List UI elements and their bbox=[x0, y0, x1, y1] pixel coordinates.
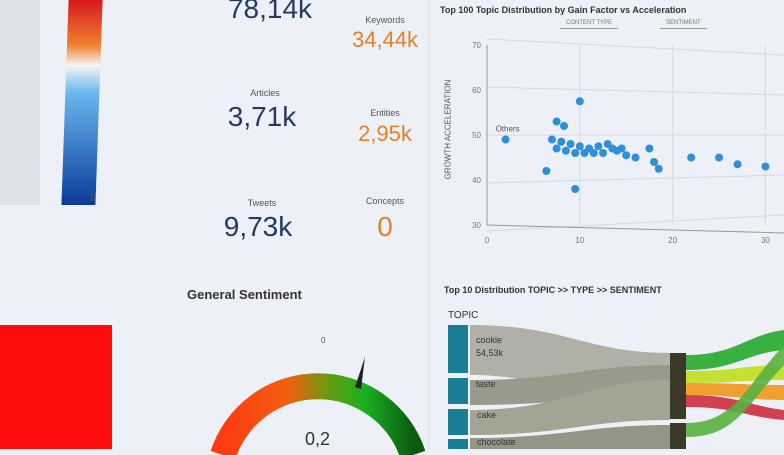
sankey-node-cookie bbox=[448, 325, 468, 373]
scatter-point[interactable] bbox=[654, 164, 663, 173]
kpi-concepts-value: 0 bbox=[377, 211, 393, 242]
sankey-column-label: TOPIC bbox=[448, 310, 479, 321]
scatter-point[interactable] bbox=[560, 122, 569, 130]
sankey-node-type bbox=[670, 353, 686, 419]
scatter-chart: 30 40 50 60 70 0 10 20 30 Others bbox=[472, 38, 784, 245]
scatter-point[interactable] bbox=[631, 153, 640, 162]
kpi-tweets-label: Tweets bbox=[247, 198, 277, 208]
scatter-point[interactable] bbox=[557, 137, 566, 146]
y-tick-label: 70 bbox=[472, 41, 481, 50]
y-tick-label: 40 bbox=[472, 176, 481, 185]
scatter-point[interactable] bbox=[547, 135, 556, 144]
kpi-concepts-label: Concepts bbox=[365, 196, 405, 206]
scatter-point[interactable] bbox=[571, 185, 580, 193]
scatter-point[interactable] bbox=[715, 153, 724, 162]
scatter-point[interactable] bbox=[733, 160, 742, 169]
scatter-panel-divider bbox=[428, 0, 430, 449]
scatter-point[interactable] bbox=[617, 144, 626, 153]
scatter-point[interactable] bbox=[589, 149, 598, 157]
kpi-keywords-label: Keywords bbox=[365, 15, 405, 25]
scatter-point[interactable] bbox=[645, 144, 654, 153]
sankey-node-type bbox=[670, 423, 686, 449]
x-axis bbox=[486, 224, 784, 234]
x-tick-label: 30 bbox=[761, 236, 770, 245]
kpi-entities-label: Entities bbox=[370, 108, 400, 118]
kpi-articles-value: 3,71k bbox=[227, 101, 297, 132]
sankey-node-taste bbox=[448, 378, 468, 404]
y-gridline bbox=[486, 214, 784, 232]
red-map-region bbox=[0, 325, 112, 449]
sankey-topic-chocolate: chocolate bbox=[477, 437, 516, 447]
scatter-point[interactable] bbox=[575, 97, 584, 106]
sankey-topic-cookie: cookie bbox=[476, 335, 503, 345]
tab-content-type[interactable]: CONTENT TYPE bbox=[560, 19, 619, 29]
kpi-keywords-value: 34,44k bbox=[351, 27, 419, 52]
kpi-tweets-value: 9,73k bbox=[223, 211, 293, 242]
scatter-point[interactable] bbox=[561, 146, 570, 155]
scatter-point[interactable] bbox=[594, 142, 603, 151]
scatter-point[interactable] bbox=[622, 151, 631, 160]
scatter-title: Top 100 Topic Distribution by Gain Facto… bbox=[440, 5, 687, 15]
y-gridline bbox=[486, 86, 784, 96]
scatter-point[interactable] bbox=[542, 167, 551, 175]
scatter-point[interactable] bbox=[687, 153, 696, 162]
y-tick-label: 60 bbox=[472, 86, 481, 95]
map-panel bbox=[0, 0, 40, 205]
sankey-link bbox=[470, 380, 670, 435]
sankey-chart bbox=[448, 325, 784, 449]
sankey-link bbox=[470, 425, 670, 449]
y-gridline bbox=[486, 38, 784, 56]
scatter-point[interactable] bbox=[599, 149, 608, 157]
kpi-top-value: 78,14k bbox=[227, 0, 313, 24]
sankey-title: Top 10 Distribution TOPIC >> TYPE >> SEN… bbox=[444, 285, 662, 295]
sentiment-title: General Sentiment bbox=[187, 287, 302, 302]
scatter-point[interactable] bbox=[650, 158, 659, 166]
kpi-articles-label: Articles bbox=[250, 88, 280, 98]
sankey-topic-taste: taste bbox=[476, 379, 496, 389]
scatter-point[interactable] bbox=[501, 135, 510, 144]
sankey-topic-cookie-value: 54,53k bbox=[476, 348, 504, 358]
y-tick-label: 50 bbox=[472, 131, 481, 140]
scatter-point[interactable] bbox=[761, 162, 770, 171]
x-tick-label: 10 bbox=[575, 236, 584, 245]
y-tick-label: 30 bbox=[472, 221, 481, 230]
scatter-point[interactable] bbox=[571, 149, 580, 157]
scatter-point[interactable] bbox=[575, 142, 584, 151]
sankey-node-chocolate bbox=[448, 439, 468, 449]
color-scale-legend bbox=[61, 0, 103, 205]
y-gridline bbox=[486, 174, 784, 184]
tab-sentiment[interactable]: SENTIMENT bbox=[660, 19, 707, 29]
scatter-point[interactable] bbox=[566, 140, 575, 148]
scatter-point[interactable] bbox=[552, 117, 561, 126]
x-tick-label: 0 bbox=[485, 236, 490, 245]
sankey-node-cake bbox=[448, 409, 468, 435]
x-tick-label: 20 bbox=[668, 236, 677, 245]
sentiment-gauge bbox=[210, 357, 425, 455]
gauge-tick-label: 0 bbox=[321, 336, 326, 345]
gauge-value: 0,2 bbox=[305, 429, 331, 449]
kpi-entities-value: 2,95k bbox=[358, 121, 412, 146]
gauge-needle bbox=[355, 357, 365, 389]
sankey-topic-cake: cake bbox=[477, 410, 497, 420]
scatter-annotation: Others bbox=[496, 125, 520, 134]
scatter-point[interactable] bbox=[552, 144, 561, 153]
legend-min-label: 0 bbox=[90, 192, 97, 204]
